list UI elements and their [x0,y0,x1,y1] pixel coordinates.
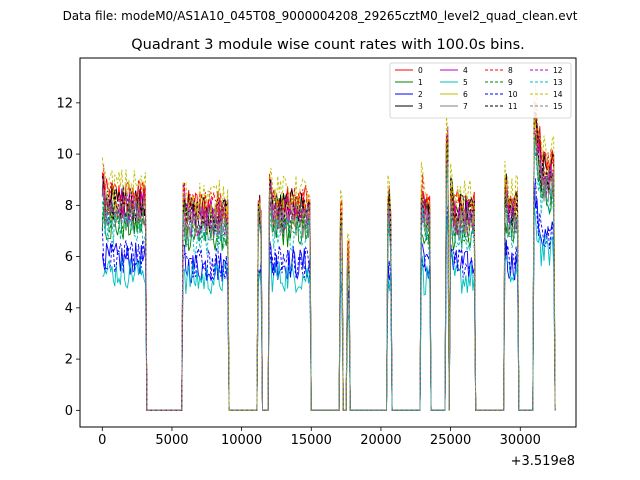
legend-label-8: 8 [508,66,513,75]
legend-label-0: 0 [418,66,423,75]
y-axis: 0 2 4 6 8 10 12 [56,96,80,419]
x-offset-label: +3.519e8 [511,454,575,469]
plot-frame [79,57,577,428]
series-layer [101,85,556,411]
x-tick-label: 5000 [155,433,188,448]
y-tick-label: 10 [56,148,73,163]
y-tick-label: 12 [56,96,73,111]
chart-title: Quadrant 3 module wise count rates with … [131,37,525,53]
legend-label-11: 11 [508,102,518,111]
legend-label-10: 10 [508,90,518,99]
x-tick-label: 20000 [360,433,401,448]
y-tick-label: 8 [65,199,73,214]
x-tick-label: 10000 [221,433,262,448]
legend-label-14: 14 [553,90,563,99]
series-line-15 [101,139,556,411]
x-axis: 0 5000 10000 15000 20000 25000 30000 [98,427,541,448]
legend-label-1: 1 [418,78,423,87]
y-tick-label: 6 [65,250,73,265]
y-tick-label: 4 [65,301,73,316]
x-tick-label: 25000 [430,433,471,448]
x-tick-label: 0 [98,433,106,448]
legend-label-13: 13 [553,78,563,87]
legend-label-2: 2 [418,90,423,99]
figure-suptitle: Data file: modeM0/AS1A10_045T08_90000042… [63,9,578,23]
legend-label-5: 5 [463,78,468,87]
legend-label-9: 9 [508,78,513,87]
x-tick-label: 15000 [291,433,332,448]
legend-label-4: 4 [463,66,468,75]
y-tick-label: 0 [65,404,73,419]
x-tick-label: 30000 [500,433,541,448]
y-tick-label: 2 [65,353,73,368]
legend-frame [389,62,572,119]
legend-label-12: 12 [553,66,563,75]
legend-label-15: 15 [553,102,563,111]
legend-label-3: 3 [418,102,423,111]
legend-label-6: 6 [463,90,468,99]
legend-label-7: 7 [463,102,468,111]
